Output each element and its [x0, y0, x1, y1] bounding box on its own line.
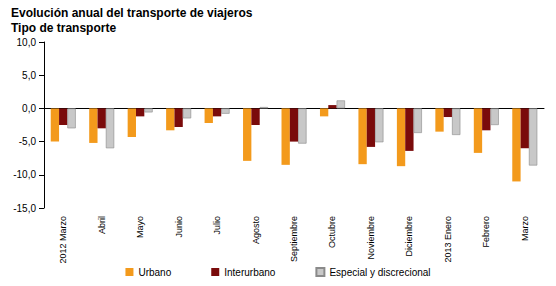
- svg-text:Tipo de transporte: Tipo de transporte: [11, 21, 116, 35]
- svg-text:2012 Marzo: 2012 Marzo: [58, 216, 68, 264]
- svg-text:-15,0: -15,0: [13, 203, 36, 214]
- svg-text:Diciembre: Diciembre: [404, 216, 414, 257]
- svg-text:-5,0: -5,0: [19, 136, 37, 147]
- svg-text:Evolución anual del transporte: Evolución anual del transporte de viajer…: [11, 6, 253, 20]
- svg-text:Agosto: Agosto: [251, 216, 261, 244]
- svg-text:Urbano: Urbano: [138, 267, 171, 278]
- svg-text:10,0: 10,0: [17, 37, 37, 48]
- svg-text:Interurbano: Interurbano: [224, 267, 276, 278]
- svg-text:Noviembre: Noviembre: [366, 216, 376, 260]
- svg-text:0,0: 0,0: [22, 103, 36, 114]
- svg-text:2013 Enero: 2013 Enero: [443, 216, 453, 263]
- svg-text:Julio: Julio: [212, 216, 222, 235]
- svg-text:-10,0: -10,0: [13, 169, 36, 180]
- svg-text:Octubre: Octubre: [327, 216, 337, 248]
- svg-text:5,0: 5,0: [22, 70, 36, 81]
- svg-text:Junio: Junio: [174, 216, 184, 238]
- svg-text:Febrero: Febrero: [481, 216, 491, 248]
- svg-text:Abril: Abril: [97, 216, 107, 234]
- svg-text:Septiembre: Septiembre: [289, 216, 299, 262]
- svg-text:Mayo: Mayo: [135, 216, 145, 238]
- svg-text:Especial y discrecional: Especial y discrecional: [329, 267, 430, 278]
- svg-text:Marzo: Marzo: [520, 216, 530, 241]
